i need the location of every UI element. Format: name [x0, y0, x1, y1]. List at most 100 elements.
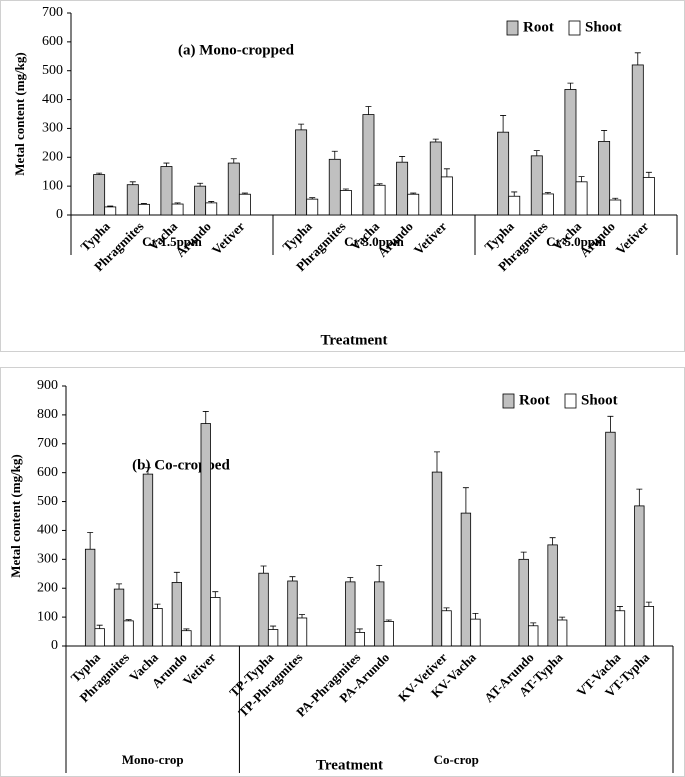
y-tick-label: 700	[42, 5, 63, 20]
error-bar	[202, 411, 209, 424]
y-tick-label: 600	[42, 34, 63, 49]
error-bar	[183, 628, 190, 631]
y-tick-label: 200	[42, 150, 63, 165]
error-bar	[433, 451, 440, 473]
bar	[528, 625, 539, 647]
bar	[614, 610, 626, 647]
bar	[142, 473, 154, 647]
bar	[152, 608, 163, 647]
bar	[171, 582, 183, 647]
legend-swatch	[502, 393, 515, 409]
legend-swatch	[564, 393, 577, 409]
bar	[258, 572, 269, 647]
error-bar	[241, 192, 248, 195]
y-tick-label: 800	[37, 407, 58, 422]
chart-title: (a) Mono-cropped	[178, 42, 295, 58]
x-tick-label: Vetiver	[411, 218, 450, 257]
x-tick-label: Vetiver	[209, 218, 248, 257]
error-bar	[260, 565, 267, 574]
error-bar	[298, 123, 305, 130]
error-bar	[399, 156, 406, 163]
y-tick-label: 700	[37, 436, 58, 451]
y-tick-label: 0	[51, 638, 58, 653]
error-bar	[365, 106, 372, 115]
bar	[287, 580, 298, 647]
y-tick-label: 100	[42, 178, 63, 193]
bar	[210, 597, 221, 647]
bar	[84, 548, 96, 647]
error-bar	[616, 606, 623, 611]
bar	[194, 185, 207, 216]
bar	[113, 588, 125, 647]
legend-label: Root	[519, 392, 550, 408]
error-bar	[601, 130, 608, 142]
error-bar	[530, 622, 537, 626]
bar	[642, 177, 655, 216]
error-bar	[107, 205, 114, 207]
bar	[171, 203, 184, 216]
bar	[328, 158, 341, 216]
error-bar	[612, 197, 619, 200]
error-bar	[500, 115, 507, 133]
error-bar	[520, 551, 527, 560]
bar	[383, 621, 394, 647]
y-tick-label: 600	[37, 465, 58, 480]
bar	[431, 471, 443, 647]
bar	[518, 558, 529, 647]
legend-swatch	[506, 20, 519, 36]
bar	[104, 206, 117, 216]
bar	[440, 176, 453, 216]
chart-panel: 0 100 200 300 400 500 600 700 800 900 Metal conten…	[0, 367, 685, 777]
error-bar	[154, 603, 161, 609]
bar	[556, 619, 568, 647]
bar	[123, 620, 134, 647]
error-bar	[96, 624, 103, 629]
error-bar	[140, 203, 147, 205]
error-bar	[472, 612, 479, 620]
bar	[181, 630, 192, 647]
bar	[373, 184, 386, 216]
bar	[354, 632, 365, 647]
bar	[345, 581, 356, 647]
error-bar	[634, 52, 641, 65]
bar	[126, 184, 139, 216]
error-bar	[309, 197, 316, 200]
bar	[541, 193, 554, 216]
group-label: Co-crop	[434, 752, 479, 767]
error-bar	[197, 182, 204, 187]
error-bar	[331, 150, 338, 160]
bar	[631, 64, 644, 216]
bar	[295, 129, 308, 216]
bar	[200, 423, 211, 647]
error-bar	[299, 614, 306, 618]
bar	[339, 190, 352, 216]
error-bar	[144, 467, 151, 475]
error-bar	[567, 82, 574, 90]
y-tick-label: 500	[37, 494, 58, 509]
error-bar	[462, 487, 469, 514]
bar	[575, 181, 588, 216]
bar	[160, 166, 173, 216]
error-bar	[544, 192, 551, 194]
error-bar	[289, 576, 296, 581]
bar	[205, 202, 218, 216]
x-axis-label: Treatment	[316, 757, 383, 773]
bar	[460, 512, 472, 647]
bar	[227, 162, 240, 216]
bar	[497, 131, 510, 216]
error-bar	[385, 619, 392, 622]
error-bar	[87, 532, 94, 550]
error-bar	[347, 577, 354, 582]
error-bar	[174, 202, 181, 205]
x-tick-label: Vetiver	[613, 218, 652, 257]
error-bar	[443, 607, 450, 611]
bar	[137, 203, 150, 216]
error-bar	[410, 192, 417, 195]
y-tick-label: 900	[37, 378, 58, 393]
error-bar	[533, 150, 540, 156]
bar	[93, 174, 106, 216]
error-bar	[511, 191, 518, 197]
bar	[94, 628, 105, 647]
y-axis-label: Metal content (mg/kg)	[8, 454, 23, 577]
